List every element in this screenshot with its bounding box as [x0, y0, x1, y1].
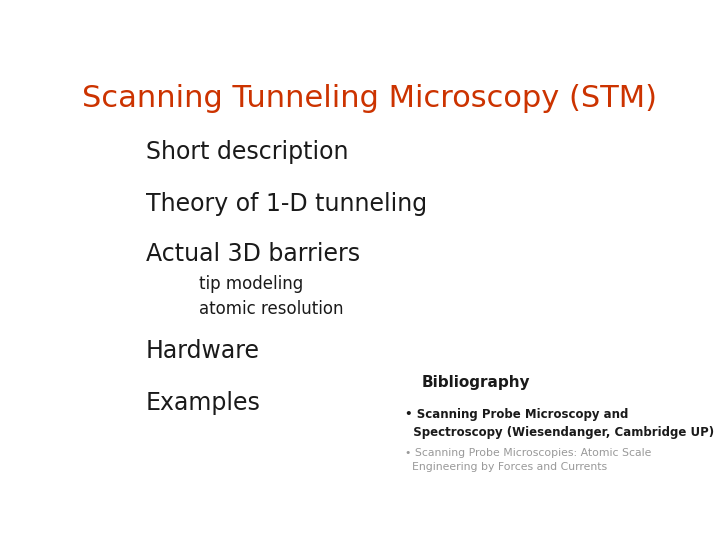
Text: atomic resolution: atomic resolution [199, 300, 343, 318]
Text: Theory of 1-D tunneling: Theory of 1-D tunneling [145, 192, 427, 215]
Text: • Scanning Probe Microscopies: Atomic Scale
  Engineering by Forces and Currents: • Scanning Probe Microscopies: Atomic Sc… [405, 448, 652, 472]
Text: Actual 3D barriers: Actual 3D barriers [145, 241, 360, 266]
Text: Scanning Tunneling Microscopy (STM): Scanning Tunneling Microscopy (STM) [81, 84, 657, 112]
Text: Bibliography: Bibliography [422, 375, 531, 389]
Text: tip modeling: tip modeling [199, 275, 303, 293]
Text: • Scanning Probe Microscopy and
  Spectroscopy (Wiesendanger, Cambridge UP): • Scanning Probe Microscopy and Spectros… [405, 408, 714, 439]
Text: Short description: Short description [145, 140, 348, 164]
Text: Hardware: Hardware [145, 339, 260, 363]
Text: Examples: Examples [145, 391, 261, 415]
